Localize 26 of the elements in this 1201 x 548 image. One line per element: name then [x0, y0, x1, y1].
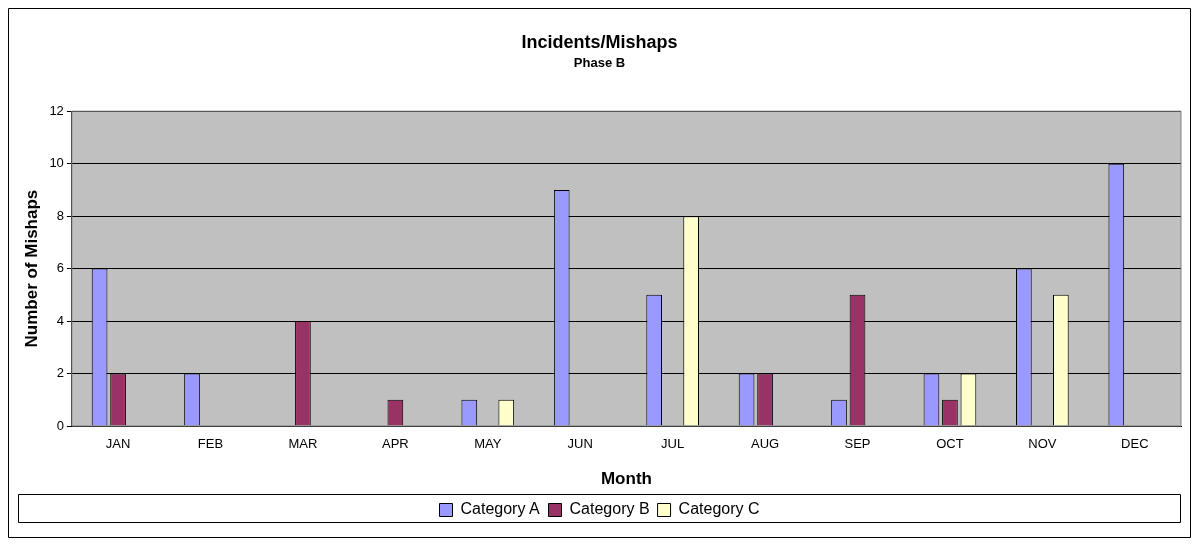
legend-label: Category C [678, 500, 760, 518]
x-tick-label: JAN [105, 436, 131, 452]
y-tick-label: 10 [49, 155, 64, 171]
y-tick-label: 8 [56, 207, 64, 223]
x-tick-label: JUL [661, 436, 685, 452]
y-tick-label: 12 [49, 102, 64, 118]
y-tick-label: 0 [56, 417, 64, 433]
x-tick-label: JUN [567, 436, 593, 452]
y-axis-title: Number of Mishaps [21, 189, 41, 348]
x-tick-label: MAR [288, 436, 318, 452]
x-axis-title: Month [600, 469, 652, 489]
x-tick-label: NOV [1028, 436, 1057, 452]
y-tick-label: 6 [56, 260, 64, 276]
x-tick-label: SEP [844, 436, 871, 452]
y-tick-label: 2 [56, 365, 64, 381]
y-tick-label: 4 [56, 312, 64, 328]
legend-label: Category A [460, 500, 540, 518]
x-tick-label: FEB [197, 436, 224, 452]
x-tick-label: MAY [474, 436, 502, 452]
chart-title: Incidents/Mishaps [521, 31, 678, 52]
x-tick-label: OCT [936, 436, 964, 452]
x-tick-label: AUG [750, 436, 780, 452]
chart-subtitle: Phase B [573, 54, 626, 70]
x-tick-label: DEC [1121, 436, 1149, 452]
legend-label: Category B [569, 500, 650, 518]
x-tick-label: APR [381, 436, 409, 452]
